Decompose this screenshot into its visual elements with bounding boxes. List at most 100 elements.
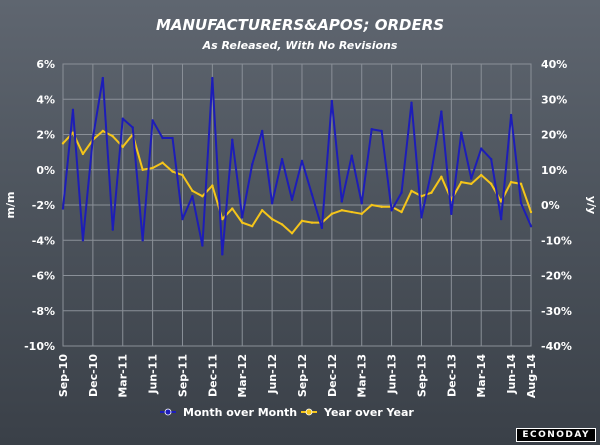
yoy-segment xyxy=(320,212,333,224)
mom-point xyxy=(231,138,234,141)
yoy-point xyxy=(440,175,443,178)
mom-point xyxy=(280,157,284,161)
yoy-point xyxy=(61,142,65,145)
yoy-segment xyxy=(241,221,254,228)
yoy-point xyxy=(400,210,403,214)
mom-point xyxy=(121,117,124,120)
left-axis: 6% 4% 2% 0% -2% -4% -6% -8% -10% xyxy=(24,58,55,353)
mom-segment xyxy=(510,114,523,205)
yoy-point xyxy=(480,173,483,177)
x-tick-label: Dec-12 xyxy=(326,354,339,397)
mom-segment xyxy=(121,117,134,129)
yoy-point xyxy=(101,129,105,133)
mom-point xyxy=(131,126,134,129)
legend-mom-label: Month over Month xyxy=(183,406,297,419)
yoy-point xyxy=(141,168,144,171)
mom-segment xyxy=(340,154,353,203)
legend-yoy-marker xyxy=(305,408,313,416)
right-axis-label: y/y xyxy=(585,196,598,214)
yoy-point xyxy=(370,203,373,207)
mom-segment xyxy=(271,158,284,205)
yoy-segment xyxy=(271,218,284,226)
mom-segment xyxy=(141,119,154,242)
mom-segment xyxy=(390,191,403,212)
mom-point xyxy=(241,216,244,219)
mom-point xyxy=(340,200,344,203)
mom-point xyxy=(191,194,194,198)
mom-segment xyxy=(221,138,234,256)
mom-segment xyxy=(330,100,343,203)
mom-point xyxy=(360,202,363,205)
mom-point xyxy=(529,224,533,228)
mom-segment xyxy=(101,77,114,231)
yoy-point xyxy=(350,210,353,214)
yoy-point xyxy=(201,194,204,198)
mom-point xyxy=(489,157,493,161)
mom-segment xyxy=(62,108,74,210)
mom-segment xyxy=(181,195,194,221)
x-tick-label: Dec-13 xyxy=(445,354,458,397)
yoy-segment xyxy=(101,129,114,138)
mom-point xyxy=(270,202,274,205)
mom-segment xyxy=(151,119,164,140)
mom-segment xyxy=(470,147,483,180)
mom-point xyxy=(61,207,65,210)
mom-point xyxy=(211,76,214,80)
yoy-point xyxy=(300,219,304,223)
mom-segment xyxy=(241,163,254,219)
mom-segment xyxy=(410,101,423,219)
yoy-point xyxy=(151,166,154,170)
mom-point xyxy=(161,136,164,140)
mom-point xyxy=(450,212,453,216)
yoy-point xyxy=(121,145,124,149)
yoy-segment xyxy=(201,184,214,198)
mom-point xyxy=(380,129,383,133)
yoy-point xyxy=(380,205,383,208)
left-tick-label: -4% xyxy=(32,234,55,247)
yoy-point xyxy=(211,184,214,187)
legend: Month over Month Year over Year xyxy=(160,406,414,419)
yoy-point xyxy=(290,232,294,235)
mom-point xyxy=(101,76,105,80)
mom-segment xyxy=(261,129,274,205)
chart-title: MANUFACTURERS&APOS; ORDERS xyxy=(156,16,444,34)
x-tick-label: Jun-12 xyxy=(266,354,279,395)
yoy-point xyxy=(280,223,284,226)
mom-point xyxy=(300,159,304,163)
mom-segment xyxy=(480,147,493,161)
chart-subtitle: As Released, With No Revisions xyxy=(202,39,398,52)
yoy-point xyxy=(330,212,334,216)
mom-point xyxy=(370,128,373,131)
x-tick-label: Jun-13 xyxy=(386,354,399,395)
mom-point xyxy=(330,99,334,103)
yoy-segment xyxy=(121,133,134,148)
yoy-point xyxy=(470,182,473,186)
x-tick-label: Sep-13 xyxy=(415,354,428,397)
mom-point xyxy=(509,113,513,117)
yoy-segment xyxy=(400,189,413,214)
yoy-point xyxy=(171,170,174,173)
mom-segment xyxy=(211,77,224,256)
mom-point xyxy=(470,177,473,180)
x-tick-label: Dec-10 xyxy=(87,354,100,397)
yoy-point xyxy=(161,161,164,164)
x-tick-label: Sep-10 xyxy=(57,354,70,397)
mom-point xyxy=(400,191,403,194)
yoy-segment xyxy=(91,129,104,141)
right-tick-label: -30% xyxy=(541,305,572,318)
right-axis: 40% 30% 20% 10% 0% -10% -20% -30% -40% xyxy=(541,58,572,353)
mom-segment xyxy=(201,77,214,247)
mom-point xyxy=(350,154,353,157)
yoy-segment xyxy=(291,219,303,235)
mom-point xyxy=(410,101,413,104)
yoy-segment xyxy=(251,209,264,228)
mom-segment xyxy=(400,101,413,194)
right-tick-label: 20% xyxy=(541,129,567,142)
mom-segment xyxy=(320,100,333,229)
mom-segment xyxy=(251,129,264,166)
mom-segment xyxy=(111,117,124,231)
yoy-segment xyxy=(181,174,194,192)
mom-segment xyxy=(490,158,503,221)
yoy-point xyxy=(260,209,264,212)
yoy-point xyxy=(529,210,533,214)
